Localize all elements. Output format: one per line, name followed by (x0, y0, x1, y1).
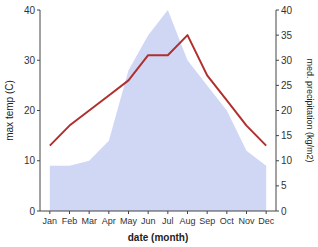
y2-tick (276, 35, 279, 36)
x-tick (148, 211, 149, 214)
y-tick-label: 10 (24, 155, 36, 166)
x-tick (187, 211, 188, 214)
temperature-line (50, 35, 266, 146)
y-tick-label: 20 (24, 105, 36, 116)
x-tick-label: Feb (62, 216, 78, 226)
x-tick-label: May (120, 216, 138, 226)
y2-tick-label: 30 (281, 55, 293, 66)
x-tick-label: Oct (220, 216, 235, 226)
y2-tick-label: 0 (281, 206, 287, 217)
x-tick (49, 211, 50, 214)
x-tick (246, 211, 247, 214)
y2-tick-label: 10 (281, 155, 293, 166)
y2-tick-label: 40 (281, 5, 293, 16)
y2-tick (276, 135, 279, 136)
chart: Jan FebMar Apr MayJun Jul Aug Sep OctNovDec 0 10 2… (0, 0, 318, 247)
y2-tick (276, 185, 279, 186)
y2-tick (276, 110, 279, 111)
y-tick-label: 40 (24, 5, 36, 16)
y2-tick (276, 10, 279, 11)
x-tick (128, 211, 129, 214)
y-tick (37, 211, 40, 212)
y2-tick-label: 20 (281, 105, 293, 116)
plot-area (50, 10, 266, 211)
y2-tick (276, 211, 279, 212)
y2-axis-label: med. precipitation (kg/m2) (305, 58, 315, 162)
x-tick (89, 211, 90, 214)
x-tick (69, 211, 70, 214)
y-tick (37, 160, 40, 161)
x-tick-label: Jul (162, 216, 174, 226)
precipitation-area (50, 10, 266, 211)
y2-tick-label: 15 (281, 130, 293, 141)
x-tick (226, 211, 227, 214)
y2-tick-label: 35 (281, 30, 293, 41)
x-tick-label: Sep (199, 216, 215, 226)
x-axis-line (40, 211, 276, 212)
x-tick-label: Nov (238, 216, 255, 226)
x-tick (167, 211, 168, 214)
chart-container: Jan FebMar Apr MayJun Jul Aug Sep OctNovDec 0 10 2… (0, 0, 318, 247)
x-tick (108, 211, 109, 214)
y2-tick-label: 25 (281, 80, 293, 91)
y-tick (37, 60, 40, 61)
x-axis-label: date (month) (128, 232, 189, 243)
y-axis-label: max temp (C) (4, 80, 15, 141)
x-tick (207, 211, 208, 214)
y-tick (37, 10, 40, 11)
y2-tick (276, 60, 279, 61)
y-tick-label: 30 (24, 55, 36, 66)
y2-tick (276, 160, 279, 161)
y-tick (37, 110, 40, 111)
y2-tick-label: 5 (281, 180, 287, 191)
x-tick-label: Jan (43, 216, 58, 226)
y-tick-label: 0 (29, 206, 35, 217)
x-tick-label: Aug (179, 216, 195, 226)
x-tick-label: Mar (81, 216, 97, 226)
x-tick-label: Jun (141, 216, 156, 226)
x-tick-label: Dec (258, 216, 275, 226)
x-tick-label: Apr (102, 216, 116, 226)
y2-tick (276, 85, 279, 86)
x-tick (266, 211, 267, 214)
